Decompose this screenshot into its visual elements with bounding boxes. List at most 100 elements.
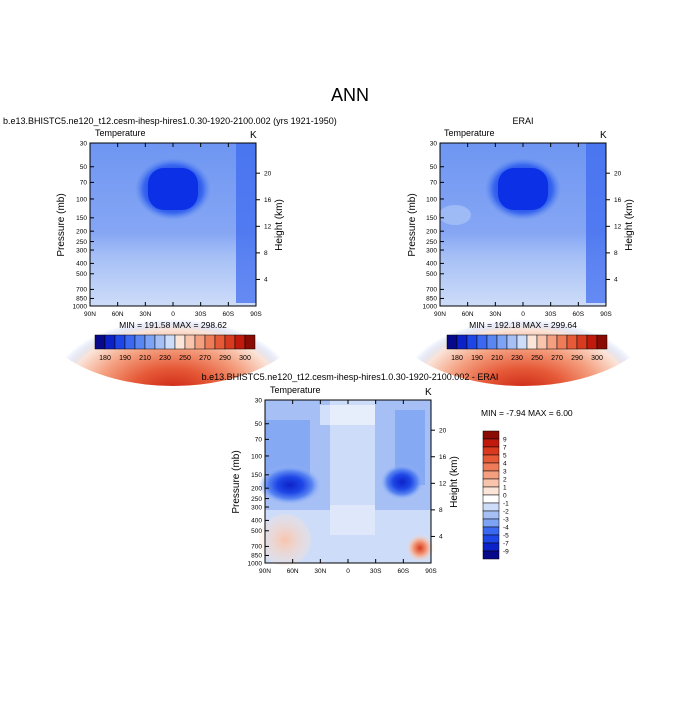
y-right-tick-label: 4 bbox=[439, 534, 443, 541]
y-tick-label: 150 bbox=[251, 472, 262, 479]
colorbar-swatch bbox=[482, 470, 500, 480]
colorbar-label: -5 bbox=[503, 533, 509, 540]
panel-left-label: Temperature bbox=[270, 385, 321, 395]
colorbar-swatch bbox=[214, 334, 226, 350]
colorbar-label: 0 bbox=[503, 493, 507, 500]
y-tick-label: 100 bbox=[251, 453, 262, 460]
colorbar-label: 270 bbox=[199, 355, 211, 362]
y-tick-label: 400 bbox=[251, 518, 262, 525]
colorbar-label: 230 bbox=[159, 355, 171, 362]
colorbar-swatch bbox=[556, 334, 568, 350]
y-tick-label: 700 bbox=[251, 544, 262, 551]
panel-erai: ERAI Temperature K 90N 60N 30N 0 30S 60S 90S 30… bbox=[383, 116, 663, 386]
x-tick-label: 90N bbox=[84, 311, 96, 318]
min-max-label: MIN = -7.94 MAX = 6.00 bbox=[481, 408, 573, 418]
colorbar-swatch bbox=[482, 486, 500, 496]
colorbar-label: 3 bbox=[503, 469, 507, 476]
colorbar-swatch bbox=[466, 334, 478, 350]
colorbar-swatch bbox=[516, 334, 528, 350]
colorbar-swatch bbox=[482, 462, 500, 472]
colorbar-label: 270 bbox=[551, 355, 563, 362]
colorbar: 180 190 210 230 250 270 290 300 bbox=[94, 334, 256, 362]
colorbar-swatch bbox=[506, 334, 518, 350]
colorbar-label: -4 bbox=[503, 525, 509, 532]
colorbar-label: -9 bbox=[503, 549, 509, 556]
y-right-tick-label: 16 bbox=[439, 454, 447, 461]
y-tick-label: 850 bbox=[426, 296, 437, 303]
y-tick-label: 300 bbox=[76, 247, 87, 254]
colorbar-swatch bbox=[456, 334, 468, 350]
y-tick-label: 250 bbox=[76, 239, 87, 246]
y-tick-label: 500 bbox=[251, 528, 262, 535]
colorbar-label: 290 bbox=[571, 355, 583, 362]
colorbar-swatch bbox=[576, 334, 588, 350]
y-right-tick-label: 16 bbox=[264, 197, 272, 204]
colorbar-swatch bbox=[204, 334, 216, 350]
colorbar-label: 9 bbox=[503, 437, 507, 444]
colorbar-swatch bbox=[482, 494, 500, 504]
colorbar-swatch bbox=[164, 334, 176, 350]
panel-model: b.e13.BHISTC5.ne120_t12.cesm-ihesp-hires… bbox=[3, 116, 337, 386]
min-max-label: MIN = 192.18 MAX = 299.64 bbox=[469, 320, 577, 330]
y-tick-label: 700 bbox=[426, 287, 437, 294]
colorbar-swatch bbox=[482, 534, 500, 544]
panel-left-label: Temperature bbox=[444, 128, 495, 138]
y-axis-right-label: Height (km) bbox=[274, 199, 285, 251]
y-tick-label: 50 bbox=[255, 421, 263, 428]
colorbar-swatch bbox=[482, 430, 500, 440]
colorbar-swatch bbox=[586, 334, 598, 350]
x-tick-label: 90N bbox=[434, 311, 446, 318]
y-tick-label: 500 bbox=[426, 271, 437, 278]
temperature-field bbox=[383, 143, 663, 386]
colorbar-swatch bbox=[482, 446, 500, 456]
y-tick-label: 400 bbox=[76, 261, 87, 268]
colorbar-swatch bbox=[566, 334, 578, 350]
y-right-tick-label: 4 bbox=[614, 277, 618, 284]
y-tick-label: 150 bbox=[426, 215, 437, 222]
y-axis-label: Pressure (mb) bbox=[231, 450, 242, 513]
x-tick-label: 0 bbox=[521, 311, 525, 318]
colorbar-label: 2 bbox=[503, 477, 507, 484]
x-tick-label: 90S bbox=[425, 568, 437, 575]
colorbar-swatch bbox=[94, 334, 106, 350]
colorbar-swatch bbox=[446, 334, 458, 350]
y-right-tick-label: 20 bbox=[439, 427, 447, 434]
panel-left-label: Temperature bbox=[95, 128, 146, 138]
y-right-tick-label: 12 bbox=[614, 224, 622, 231]
panel-unit: K bbox=[425, 387, 432, 398]
colorbar-swatch bbox=[482, 542, 500, 552]
y-axis-label: Pressure (mb) bbox=[56, 193, 67, 256]
colorbar-label: 250 bbox=[531, 355, 543, 362]
y-axis-label: Pressure (mb) bbox=[407, 193, 418, 256]
colorbar-swatch bbox=[482, 510, 500, 520]
colorbar-label: 250 bbox=[179, 355, 191, 362]
y-tick-label: 1000 bbox=[248, 560, 263, 567]
y-tick-label: 200 bbox=[426, 228, 437, 235]
y-right-tick-label: 16 bbox=[614, 197, 622, 204]
y-right-tick-label: 20 bbox=[264, 170, 272, 177]
y-tick-label: 250 bbox=[426, 239, 437, 246]
y-tick-label: 150 bbox=[76, 215, 87, 222]
y-tick-label: 300 bbox=[426, 247, 437, 254]
y-tick-label: 100 bbox=[426, 196, 437, 203]
colorbar-label: 210 bbox=[491, 355, 503, 362]
colorbar-label: -7 bbox=[503, 541, 509, 548]
x-tick-label: 60S bbox=[398, 568, 410, 575]
y-right-tick-label: 4 bbox=[264, 277, 268, 284]
y-tick-label: 30 bbox=[255, 397, 263, 404]
panel-unit: K bbox=[600, 130, 607, 141]
colorbar-swatch bbox=[482, 502, 500, 512]
y-tick-label: 70 bbox=[80, 180, 88, 187]
x-tick-label: 60N bbox=[112, 311, 124, 318]
y-right-tick-label: 12 bbox=[439, 481, 447, 488]
colorbar-swatch bbox=[476, 334, 488, 350]
temperature-field bbox=[33, 143, 313, 386]
colorbar-label: 190 bbox=[119, 355, 131, 362]
y-axis-right-label: Height (km) bbox=[624, 199, 635, 251]
x-tick-label: 90N bbox=[259, 568, 271, 575]
y-right-tick-label: 8 bbox=[439, 507, 443, 514]
x-tick-label: 30S bbox=[195, 311, 207, 318]
panel-title: b.e13.BHISTC5.ne120_t12.cesm-ihesp-hires… bbox=[3, 116, 337, 126]
panel-difference: b.e13.BHISTC5.ne120_t12.cesm-ihesp-hires… bbox=[202, 372, 573, 575]
